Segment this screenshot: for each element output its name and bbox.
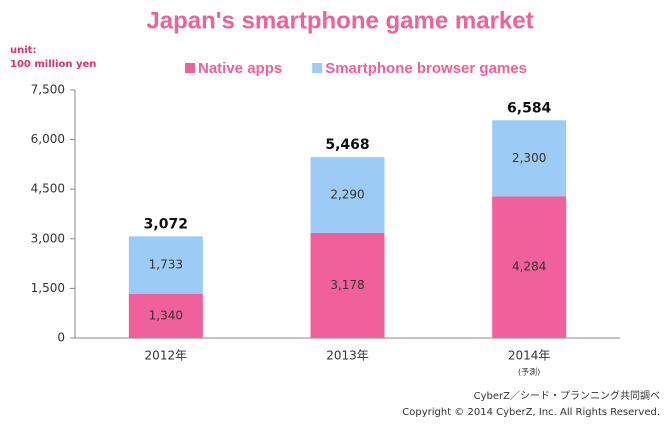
y-tick-label: 4,500	[31, 182, 65, 196]
total-label: 5,468	[325, 137, 369, 153]
total-label: 6,584	[507, 100, 552, 116]
forecast-note: (予測)	[518, 367, 540, 377]
x-tick-label: 2014年	[508, 349, 551, 363]
y-tick-label: 7,500	[31, 83, 65, 97]
legend-label: Smartphone browser games	[325, 60, 527, 77]
chart-title: Japan's smartphone game market	[146, 7, 533, 34]
value-label: 3,178	[330, 278, 364, 292]
value-label: 1,340	[149, 308, 183, 322]
footer: Copyright © 2014 CyberZ, Inc. All Rights…	[402, 407, 660, 418]
x-tick-label: 2013年	[326, 349, 369, 363]
unit-label: unit:	[10, 45, 36, 56]
y-tick-label: 6,000	[31, 132, 65, 146]
y-tick-label: 1,500	[31, 281, 65, 295]
value-label: 1,733	[149, 258, 183, 272]
y-tick-label: 0	[57, 331, 65, 345]
x-tick-label: 2012年	[145, 349, 188, 363]
bar-segment	[492, 196, 567, 338]
bar-segment	[310, 232, 385, 338]
footer: CyberZ／シード・プランニング共同調べ	[474, 389, 660, 402]
value-label: 2,300	[512, 151, 546, 165]
bar-segment	[492, 120, 567, 197]
total-label: 3,072	[144, 216, 188, 232]
legend-swatch	[185, 63, 195, 73]
bar-segment	[310, 157, 385, 233]
y-tick-label: 3,000	[31, 231, 65, 245]
unit-label: 100 million yen	[10, 59, 96, 70]
value-label: 2,290	[330, 188, 364, 202]
bar-segment	[128, 236, 203, 294]
value-label: 4,284	[512, 260, 546, 274]
legend-label: Native apps	[198, 60, 282, 77]
bar-segment	[128, 293, 203, 338]
legend-swatch	[312, 63, 323, 73]
